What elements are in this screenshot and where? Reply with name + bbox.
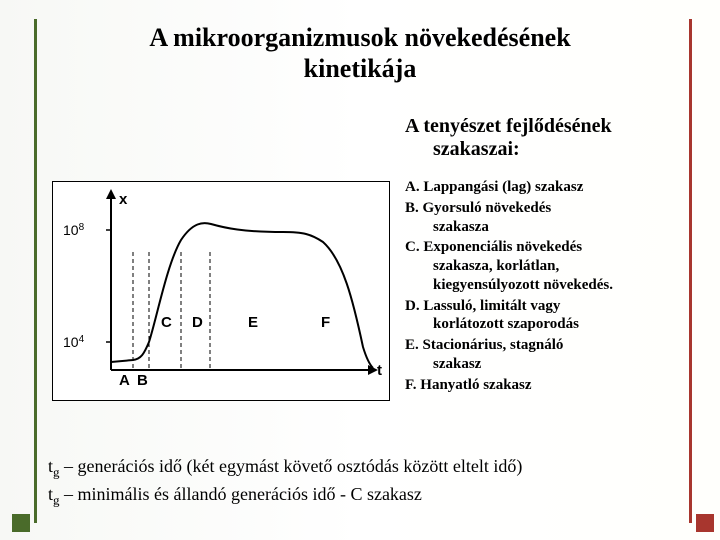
right-border: [689, 19, 692, 523]
phase-c: C. Exponenciális növekedésszakasza, korl…: [405, 238, 685, 294]
subtitle: A tenyészet fejlődésének szakaszai:: [405, 115, 612, 161]
svg-text:F: F: [321, 314, 330, 331]
subtitle-line2: szakaszai:: [405, 138, 520, 160]
svg-text:t: t: [377, 362, 382, 379]
phase-d: D. Lassuló, limitált vagykorlátozott sza…: [405, 297, 685, 335]
footer-line1: tg – generációs idő (két egymást követő …: [48, 454, 680, 482]
svg-text:104: 104: [63, 334, 85, 351]
phase-e: E. Stacionárius, stagnálószakasz: [405, 336, 685, 374]
page-title: A mikroorganizmusok növekedésének kineti…: [0, 0, 720, 84]
phase-f: F. Hanyatló szakasz: [405, 376, 685, 395]
phase-b: B. Gyorsuló növekedésszakasza: [405, 199, 685, 237]
chart-svg: x t 108 104 AB C D E F: [53, 182, 391, 402]
svg-text:E: E: [248, 314, 258, 331]
svg-text:B: B: [137, 372, 148, 389]
phase-list: A. Lappangási (lag) szakasz B. Gyorsuló …: [405, 178, 685, 396]
right-decor-square: [696, 514, 714, 532]
growth-chart: x t 108 104 AB C D E F: [52, 181, 390, 401]
svg-text:x: x: [119, 191, 128, 208]
footer-line2: tg – minimális és állandó generációs idő…: [48, 482, 680, 510]
svg-text:A: A: [119, 372, 130, 389]
left-decor-square: [12, 514, 30, 532]
title-line2: kinetikája: [304, 54, 417, 83]
phase-a: A. Lappangási (lag) szakasz: [405, 178, 685, 197]
svg-text:108: 108: [63, 222, 85, 239]
left-border: [34, 19, 37, 523]
svg-text:D: D: [192, 314, 203, 331]
svg-text:C: C: [161, 314, 172, 331]
subtitle-line1: A tenyészet fejlődésének: [405, 115, 612, 137]
footer-notes: tg – generációs idő (két egymást követő …: [48, 454, 680, 510]
title-line1: A mikroorganizmusok növekedésének: [149, 23, 570, 52]
